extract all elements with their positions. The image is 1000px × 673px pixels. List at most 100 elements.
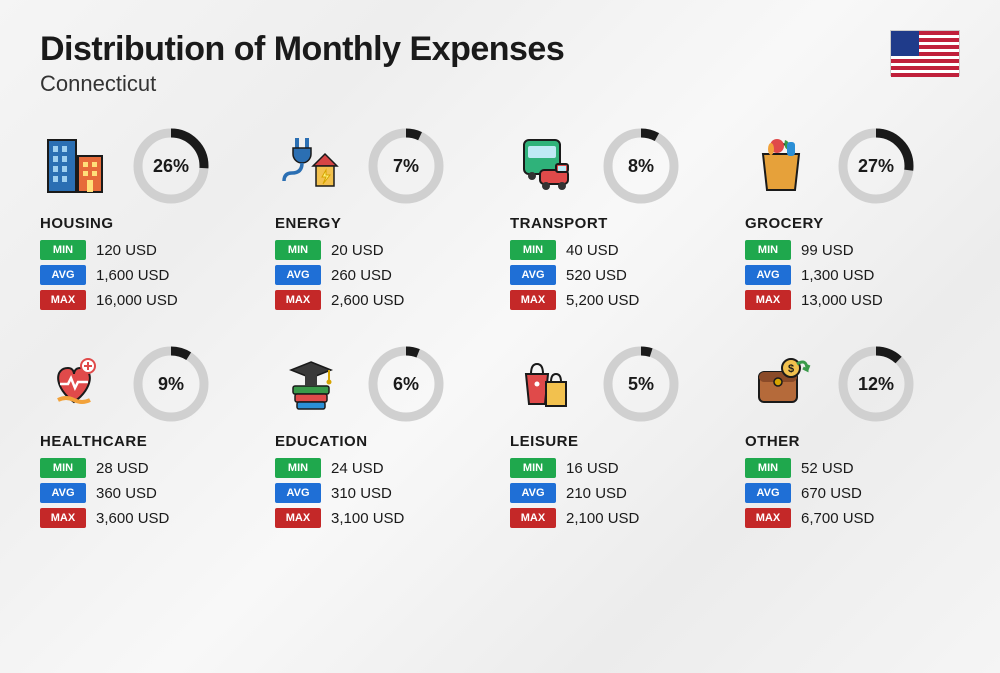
min-value: 24 USD	[331, 460, 384, 477]
category-card-healthcare: 9% HEALTHCARE MIN 28 USD AVG 360 USD MAX…	[40, 345, 255, 533]
avg-value: 260 USD	[331, 267, 392, 284]
stat-avg: AVG 1,600 USD	[40, 265, 255, 285]
stat-min: MIN 20 USD	[275, 240, 490, 260]
avg-value: 1,300 USD	[801, 267, 874, 284]
min-badge: MIN	[745, 240, 791, 260]
avg-value: 360 USD	[96, 485, 157, 502]
card-top: 6%	[275, 345, 490, 423]
transport-icon	[510, 130, 582, 202]
avg-value: 210 USD	[566, 485, 627, 502]
min-badge: MIN	[745, 458, 791, 478]
category-name: HEALTHCARE	[40, 433, 255, 450]
avg-badge: AVG	[745, 483, 791, 503]
min-badge: MIN	[275, 240, 321, 260]
avg-badge: AVG	[510, 265, 556, 285]
min-value: 120 USD	[96, 242, 157, 259]
card-top: 8%	[510, 127, 725, 205]
stat-avg: AVG 1,300 USD	[745, 265, 960, 285]
min-badge: MIN	[40, 458, 86, 478]
category-card-energy: 7% ENERGY MIN 20 USD AVG 260 USD MAX 2,6…	[275, 127, 490, 315]
donut-percent: 5%	[602, 345, 680, 423]
card-top: 9%	[40, 345, 255, 423]
healthcare-icon	[40, 348, 112, 420]
category-grid: 26% HOUSING MIN 120 USD AVG 1,600 USD MA…	[40, 127, 960, 533]
stat-min: MIN 99 USD	[745, 240, 960, 260]
min-value: 16 USD	[566, 460, 619, 477]
max-badge: MAX	[40, 508, 86, 528]
housing-icon	[40, 130, 112, 202]
avg-badge: AVG	[745, 265, 791, 285]
category-name: GROCERY	[745, 215, 960, 232]
energy-icon	[275, 130, 347, 202]
stat-max: MAX 3,600 USD	[40, 508, 255, 528]
max-badge: MAX	[510, 508, 556, 528]
stat-avg: AVG 670 USD	[745, 483, 960, 503]
min-value: 40 USD	[566, 242, 619, 259]
stat-max: MAX 16,000 USD	[40, 290, 255, 310]
card-top: 26%	[40, 127, 255, 205]
category-card-leisure: 5% LEISURE MIN 16 USD AVG 210 USD MAX 2,…	[510, 345, 725, 533]
donut-percent: 26%	[132, 127, 210, 205]
category-name: LEISURE	[510, 433, 725, 450]
donut-percent: 27%	[837, 127, 915, 205]
header: Distribution of Monthly Expenses Connect…	[40, 30, 960, 97]
donut-percent: 7%	[367, 127, 445, 205]
donut-percent: 6%	[367, 345, 445, 423]
donut-chart: 27%	[837, 127, 915, 205]
stat-avg: AVG 260 USD	[275, 265, 490, 285]
max-value: 2,600 USD	[331, 292, 404, 309]
min-value: 20 USD	[331, 242, 384, 259]
us-flag-icon	[890, 30, 960, 76]
max-badge: MAX	[275, 508, 321, 528]
avg-value: 670 USD	[801, 485, 862, 502]
avg-badge: AVG	[275, 265, 321, 285]
stat-min: MIN 120 USD	[40, 240, 255, 260]
max-value: 3,600 USD	[96, 510, 169, 527]
min-badge: MIN	[510, 240, 556, 260]
category-name: HOUSING	[40, 215, 255, 232]
min-badge: MIN	[40, 240, 86, 260]
page-subtitle: Connecticut	[40, 71, 564, 97]
donut-percent: 12%	[837, 345, 915, 423]
min-value: 99 USD	[801, 242, 854, 259]
page-title: Distribution of Monthly Expenses	[40, 30, 564, 69]
donut-chart: 26%	[132, 127, 210, 205]
avg-badge: AVG	[510, 483, 556, 503]
card-top: 5%	[510, 345, 725, 423]
category-name: OTHER	[745, 433, 960, 450]
category-card-housing: 26% HOUSING MIN 120 USD AVG 1,600 USD MA…	[40, 127, 255, 315]
card-top: 7%	[275, 127, 490, 205]
category-name: ENERGY	[275, 215, 490, 232]
category-name: TRANSPORT	[510, 215, 725, 232]
min-badge: MIN	[275, 458, 321, 478]
category-name: EDUCATION	[275, 433, 490, 450]
card-top: 27%	[745, 127, 960, 205]
stat-avg: AVG 210 USD	[510, 483, 725, 503]
max-value: 16,000 USD	[96, 292, 178, 309]
stat-avg: AVG 310 USD	[275, 483, 490, 503]
donut-chart: 5%	[602, 345, 680, 423]
avg-badge: AVG	[275, 483, 321, 503]
category-card-other: 12% OTHER MIN 52 USD AVG 670 USD MAX 6,7…	[745, 345, 960, 533]
avg-value: 310 USD	[331, 485, 392, 502]
education-icon	[275, 348, 347, 420]
max-value: 5,200 USD	[566, 292, 639, 309]
stat-max: MAX 2,600 USD	[275, 290, 490, 310]
max-value: 3,100 USD	[331, 510, 404, 527]
stat-max: MAX 5,200 USD	[510, 290, 725, 310]
stat-min: MIN 28 USD	[40, 458, 255, 478]
donut-chart: 7%	[367, 127, 445, 205]
stat-max: MAX 6,700 USD	[745, 508, 960, 528]
category-card-grocery: 27% GROCERY MIN 99 USD AVG 1,300 USD MAX…	[745, 127, 960, 315]
avg-badge: AVG	[40, 265, 86, 285]
category-card-education: 6% EDUCATION MIN 24 USD AVG 310 USD MAX …	[275, 345, 490, 533]
max-value: 2,100 USD	[566, 510, 639, 527]
avg-value: 1,600 USD	[96, 267, 169, 284]
donut-chart: 6%	[367, 345, 445, 423]
max-value: 6,700 USD	[801, 510, 874, 527]
max-badge: MAX	[275, 290, 321, 310]
max-value: 13,000 USD	[801, 292, 883, 309]
max-badge: MAX	[510, 290, 556, 310]
min-badge: MIN	[510, 458, 556, 478]
min-value: 52 USD	[801, 460, 854, 477]
